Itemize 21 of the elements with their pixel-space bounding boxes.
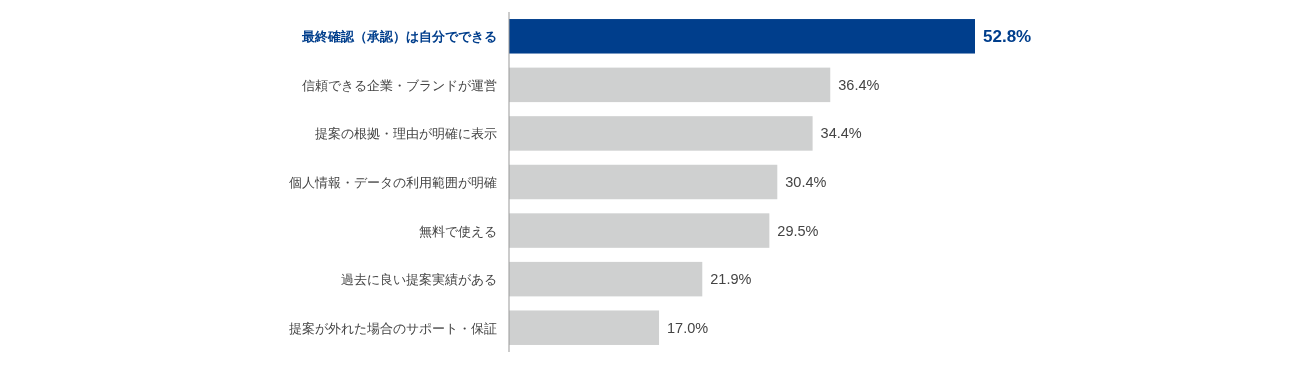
y-tick-label: 最終確認（承認）は自分でできる	[301, 29, 497, 45]
y-tick-label: 提案の根拠・理由が明確に表示	[315, 126, 497, 142]
bar	[509, 164, 778, 200]
data-label: 29.5%	[777, 222, 819, 239]
bar	[509, 213, 770, 248]
bar	[509, 310, 660, 345]
y-tick-label: 提案が外れた場合のサポート・保証	[289, 320, 497, 336]
data-label: 36.4%	[838, 76, 880, 93]
bar	[509, 19, 975, 54]
bar	[509, 261, 703, 297]
bar	[509, 116, 813, 151]
data-label: 34.4%	[820, 125, 862, 142]
data-label: 17.0%	[667, 319, 709, 336]
y-tick-label: 個人情報・データの利用範囲が明確	[289, 175, 497, 190]
data-label: 52.8%	[983, 27, 1032, 47]
bar	[509, 67, 831, 103]
data-label: 30.4%	[785, 174, 827, 190]
y-tick-label: 無料で使える	[419, 223, 497, 239]
data-label: 21.9%	[710, 271, 752, 288]
y-tick-label: 信頼できる企業・ブランドが運営	[302, 77, 497, 93]
y-tick-label: 過去に良い提案実績がある	[341, 272, 497, 288]
